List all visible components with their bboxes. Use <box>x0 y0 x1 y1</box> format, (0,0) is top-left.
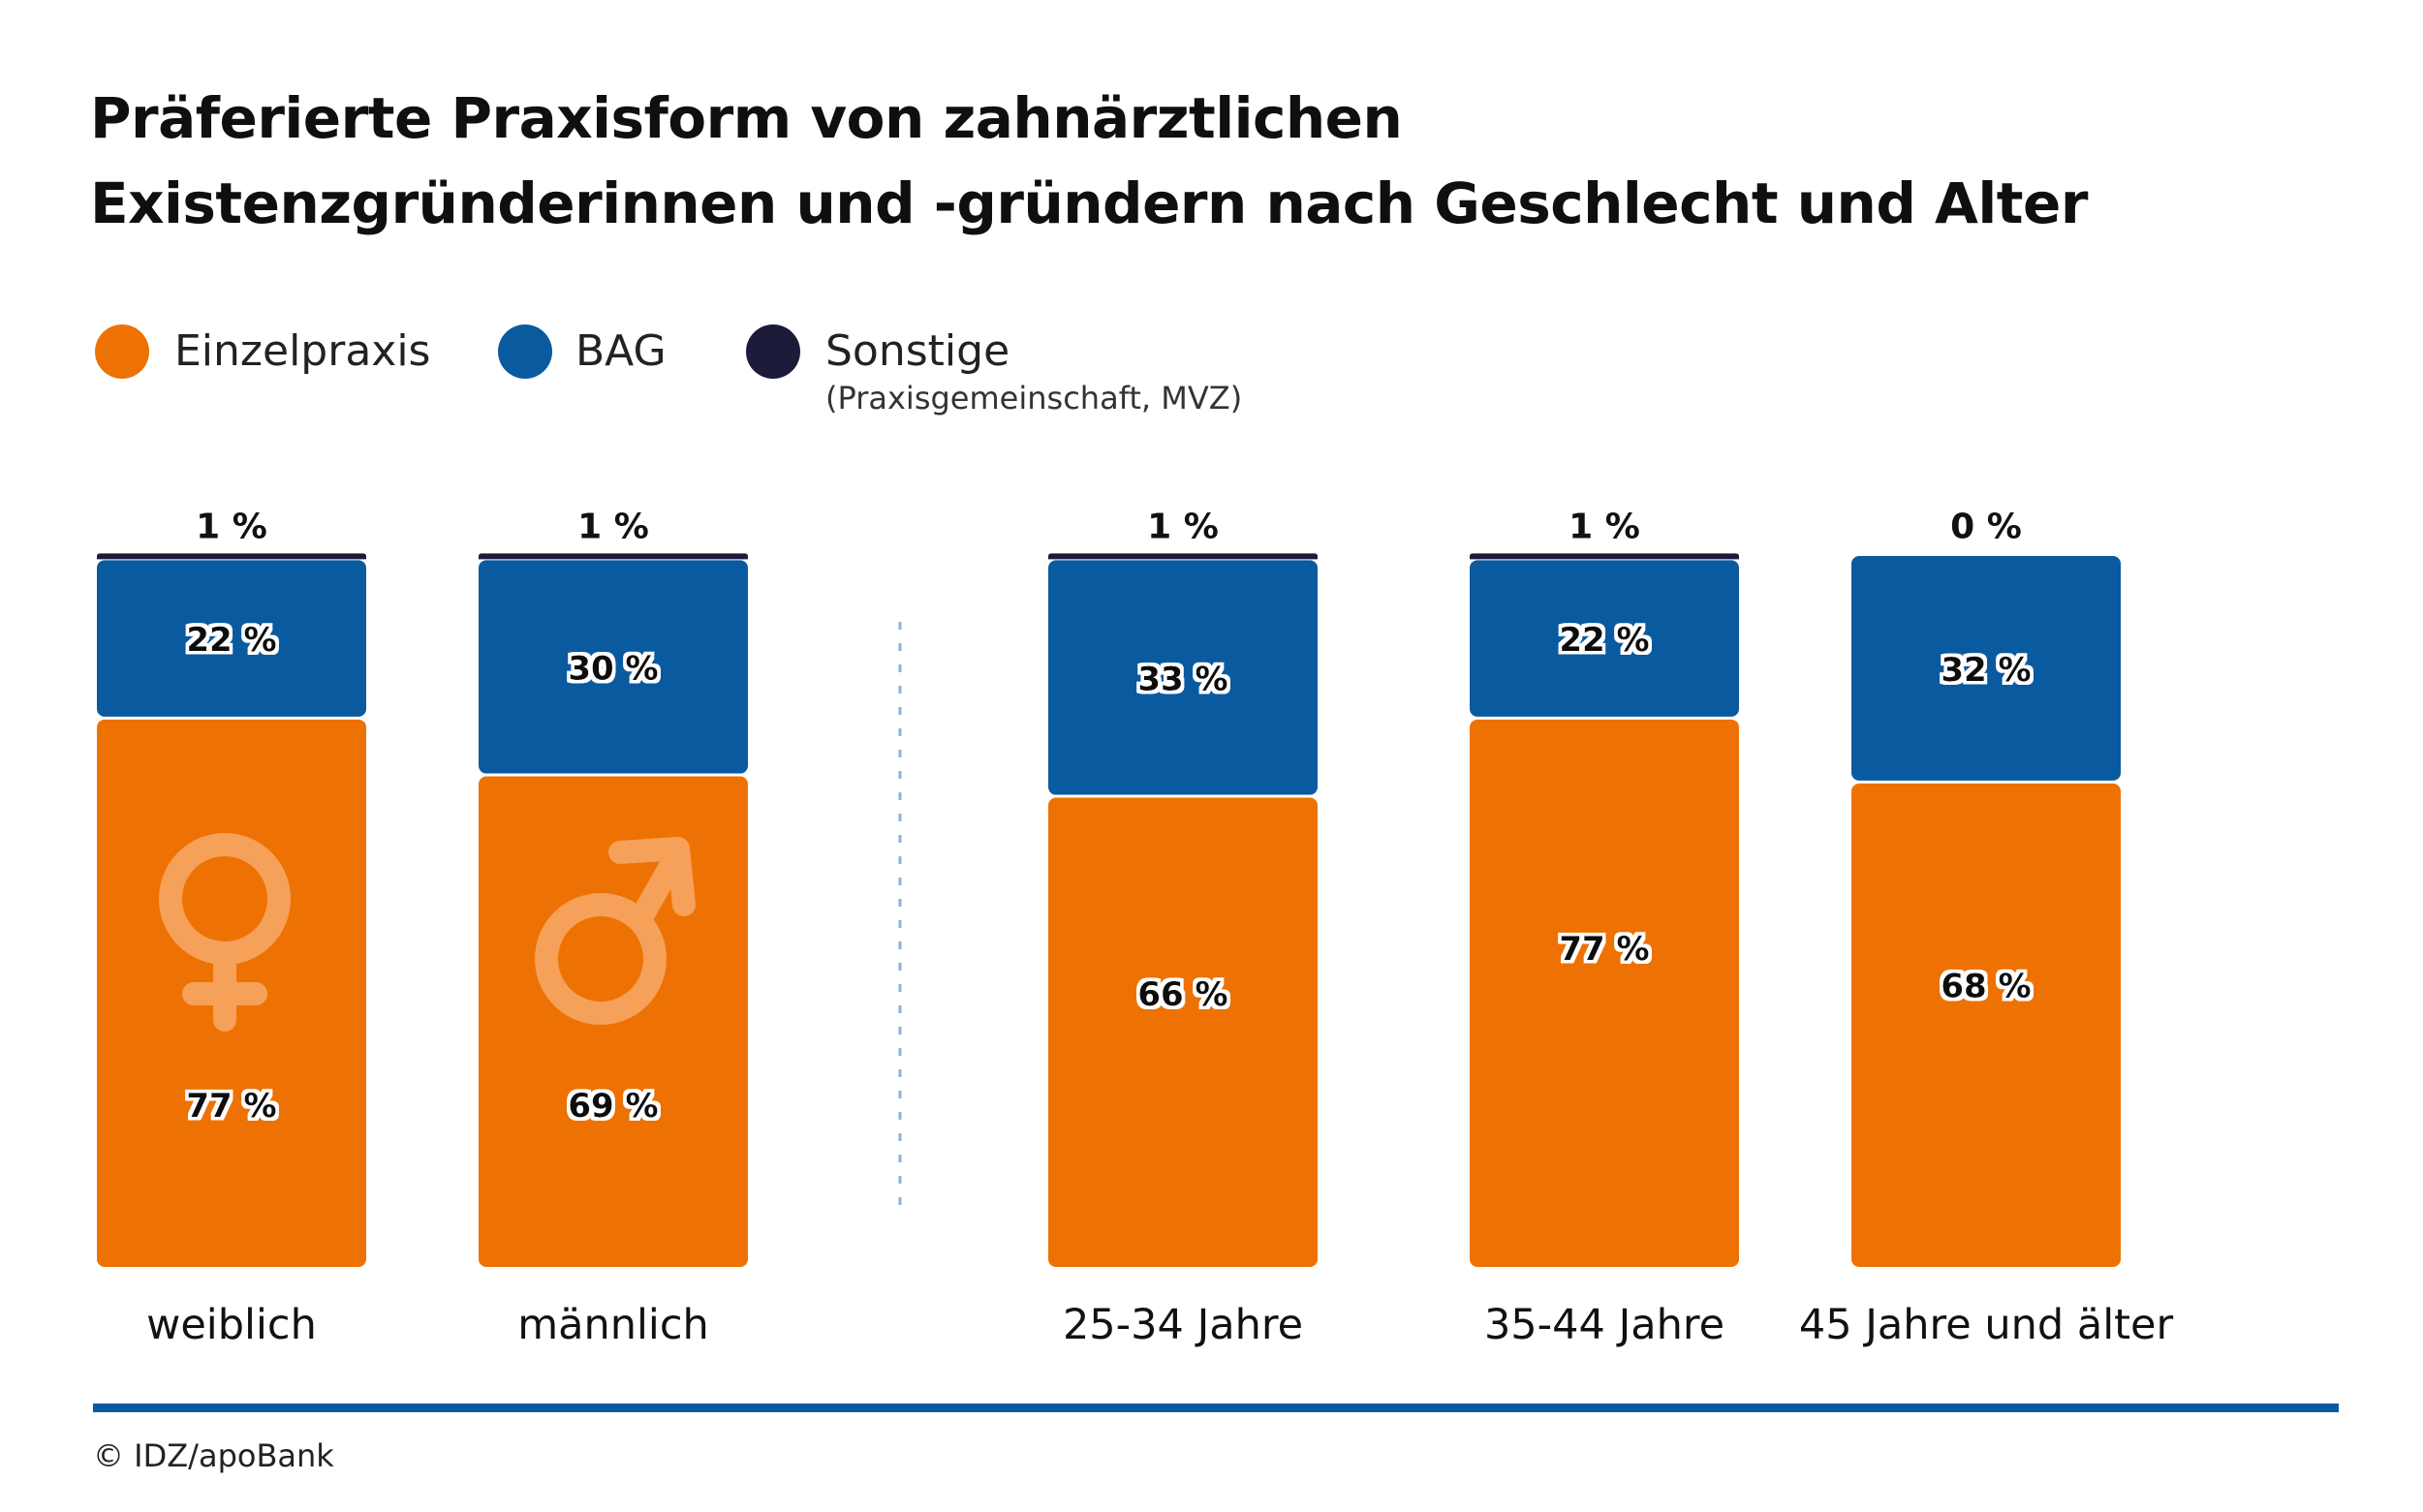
legend-sublabel-sonstige: (Praxisgemeinschaft, MVZ) <box>825 380 1243 417</box>
category-label-25-34-jahre: 25-34 Jahre <box>1063 1301 1303 1349</box>
label-sonstige-männlich: 1 % <box>577 508 649 547</box>
label-bag-35-44-jahre: 22 % <box>1559 621 1649 660</box>
label-sonstige-weiblich: 1 % <box>196 508 267 547</box>
footer-rule <box>93 1404 2339 1412</box>
category-label-45-jahre-und-älter: 45 Jahre und älter <box>1799 1301 2174 1349</box>
bar-sonstige-weiblich <box>97 553 366 560</box>
chart-title-line-2: Existenzgründerinnen und -gründern nach … <box>90 170 2088 236</box>
label-sonstige-45-jahre-und-älter: 0 % <box>1950 508 2022 547</box>
bar-bag-männlich <box>479 560 748 774</box>
label-bag-weiblich: 22 % <box>186 621 276 660</box>
chart-title-line-1: Präferierte Praxisform von zahnärztliche… <box>90 85 1403 151</box>
bar-sonstige-35-44-jahre <box>1470 553 1739 560</box>
label-einzelpraxis-weiblich: 77 % <box>186 1087 276 1126</box>
bar-einzelpraxis-35-44-jahre <box>1470 719 1739 1267</box>
label-sonstige-25-34-jahre: 1 % <box>1147 508 1219 547</box>
label-bag-männlich: 30 % <box>568 649 658 688</box>
legend-label-bag: BAG <box>575 326 667 376</box>
male-symbol-arrowhead <box>608 837 696 916</box>
bar-sonstige-männlich <box>479 553 748 560</box>
male-symbol-icon <box>535 837 696 1025</box>
label-bag-45-jahre-und-älter: 32 % <box>1941 651 2031 690</box>
bar-sonstige-25-34-jahre <box>1048 553 1318 560</box>
bars-layer: 77 % 22 % 1 % weiblich 69 % 30 % 1 % männlich 66… <box>97 508 2174 1349</box>
label-einzelpraxis-35-44-jahre: 77 % <box>1559 930 1649 969</box>
male-symbol-ring <box>535 893 667 1025</box>
label-einzelpraxis-männlich: 69 % <box>568 1087 658 1126</box>
category-label-35-44-jahre: 35-44 Jahre <box>1484 1301 1724 1349</box>
legend-dot-einzelpraxis <box>95 324 149 379</box>
chart-title: Präferierte Praxisform von zahnärztliche… <box>90 76 2088 246</box>
label-bag-25-34-jahre: 33 % <box>1137 660 1227 698</box>
legend-label-einzelpraxis: Einzelpraxis <box>174 326 431 376</box>
female-symbol-icon <box>159 833 291 1032</box>
category-label-weiblich: weiblich <box>146 1301 317 1349</box>
label-einzelpraxis-45-jahre-und-älter: 68 % <box>1941 968 2031 1006</box>
bar-bag-25-34-jahre <box>1048 560 1318 795</box>
bar-einzelpraxis-45-jahre-und-älter <box>1851 783 2121 1267</box>
label-sonstige-35-44-jahre: 1 % <box>1569 508 1640 547</box>
legend-dot-bag <box>498 324 552 379</box>
legend-label-sonstige: Sonstige <box>825 326 1010 376</box>
legend-dot-sonstige <box>746 324 800 379</box>
bar-bag-45-jahre-und-älter <box>1851 556 2121 781</box>
bar-bag-weiblich <box>97 560 366 717</box>
category-label-männlich: männlich <box>517 1301 709 1349</box>
bar-einzelpraxis-25-34-jahre <box>1048 797 1318 1267</box>
label-einzelpraxis-25-34-jahre: 66 % <box>1137 975 1227 1014</box>
credit: © IDZ/apoBank <box>93 1437 334 1474</box>
bar-bag-35-44-jahre <box>1470 560 1739 717</box>
